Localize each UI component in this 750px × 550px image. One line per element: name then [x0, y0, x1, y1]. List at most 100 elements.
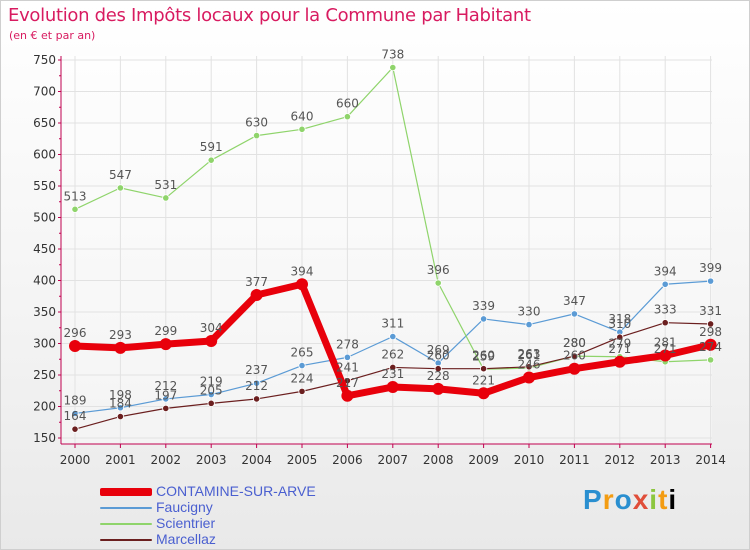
data-point	[523, 371, 535, 384]
data-label: 280	[563, 336, 586, 350]
data-point	[479, 315, 488, 323]
legend-label: Faucigny	[156, 499, 213, 515]
data-label: 265	[291, 346, 314, 360]
data-point	[162, 194, 170, 202]
y-tick-label: 150	[33, 431, 56, 445]
y-tick-label: 550	[33, 179, 56, 193]
y-tick-label: 300	[33, 337, 56, 351]
data-label: 330	[518, 305, 541, 319]
data-label: 394	[291, 264, 314, 278]
data-label: 260	[427, 349, 450, 363]
data-label: 279	[608, 337, 631, 351]
data-label: 396	[427, 263, 450, 277]
data-point	[116, 404, 125, 412]
data-label: 219	[200, 375, 223, 389]
x-tick-label: 2004	[241, 453, 272, 467]
data-label: 224	[291, 371, 314, 385]
data-point	[162, 404, 170, 412]
x-tick-label: 2002	[151, 453, 182, 467]
data-point	[116, 184, 125, 192]
data-label: 262	[381, 347, 404, 361]
x-tick-label: 2011	[559, 453, 590, 467]
data-label: 281	[654, 335, 677, 349]
data-label: 304	[200, 321, 223, 335]
data-label: 318	[608, 312, 631, 326]
data-label: 547	[109, 168, 132, 182]
data-point	[706, 356, 715, 364]
data-point	[71, 205, 79, 213]
grid-lines	[61, 56, 712, 444]
data-label: 228	[427, 369, 450, 383]
data-label: 261	[518, 348, 541, 362]
data-point	[613, 355, 626, 368]
legend-swatch	[100, 523, 152, 525]
x-tick-label: 2007	[378, 453, 409, 467]
y-tick-label: 450	[33, 242, 56, 256]
data-point	[432, 382, 445, 395]
data-label: 184	[109, 397, 132, 411]
data-point	[706, 320, 715, 328]
data-point	[659, 349, 672, 362]
data-label: 274	[699, 340, 722, 354]
x-tick-label: 2014	[695, 453, 726, 467]
data-point	[253, 132, 261, 140]
data-label: 660	[336, 97, 359, 111]
data-point	[525, 363, 533, 371]
data-label: 217	[336, 376, 359, 390]
data-label: 221	[472, 373, 495, 387]
data-label: 591	[200, 140, 223, 154]
data-label: 347	[563, 294, 586, 308]
data-label: 197	[154, 388, 177, 402]
data-label: 271	[654, 342, 677, 356]
y-tick-label: 400	[33, 274, 56, 288]
y-tick-label: 500	[33, 211, 56, 225]
data-point	[389, 63, 397, 72]
data-label: 246	[518, 358, 541, 372]
data-label: 339	[472, 299, 495, 313]
y-tick-label: 600	[33, 148, 56, 162]
data-point	[298, 361, 306, 370]
data-point	[250, 288, 263, 301]
data-label: 513	[64, 189, 87, 203]
series-lines	[69, 63, 717, 433]
data-point	[570, 352, 579, 360]
y-tick-label: 650	[33, 116, 56, 130]
data-label: 260	[563, 349, 586, 363]
data-label: 237	[245, 363, 268, 377]
data-point	[71, 409, 79, 418]
data-label: 241	[336, 361, 359, 375]
x-tick-label: 2012	[605, 453, 636, 467]
data-point	[207, 399, 215, 407]
data-label: 259	[472, 349, 495, 363]
data-label: 399	[699, 261, 722, 275]
data-label: 212	[154, 379, 177, 393]
data-label: 260	[472, 349, 495, 363]
legend-label: Scientrier	[156, 515, 216, 531]
data-label: 164	[64, 409, 87, 423]
data-label: 377	[245, 275, 268, 289]
data-label: 298	[699, 325, 722, 339]
x-tick-label: 2010	[514, 453, 545, 467]
data-point	[159, 338, 172, 351]
legend-swatch	[100, 507, 152, 509]
data-label: 333	[654, 303, 677, 317]
data-label: 205	[200, 383, 223, 397]
proxiti-logo: Proxiti	[583, 484, 678, 515]
x-tick-label: 2006	[332, 453, 363, 467]
x-tick-label: 2005	[287, 453, 318, 467]
axes: 150 200 250 300 350 400 450 500 550 600 650 700 750 2…	[33, 53, 726, 467]
data-point	[207, 390, 215, 399]
y-tick-label: 700	[33, 85, 56, 99]
data-point	[434, 279, 442, 287]
data-point	[661, 280, 669, 288]
data-label: 212	[245, 379, 268, 393]
data-label: 531	[154, 178, 177, 192]
data-label: 310	[608, 317, 631, 331]
data-point	[253, 379, 261, 387]
x-tick-label: 2009	[468, 453, 499, 467]
data-point	[706, 277, 715, 285]
data-label: 198	[109, 388, 132, 402]
data-point	[389, 332, 397, 341]
